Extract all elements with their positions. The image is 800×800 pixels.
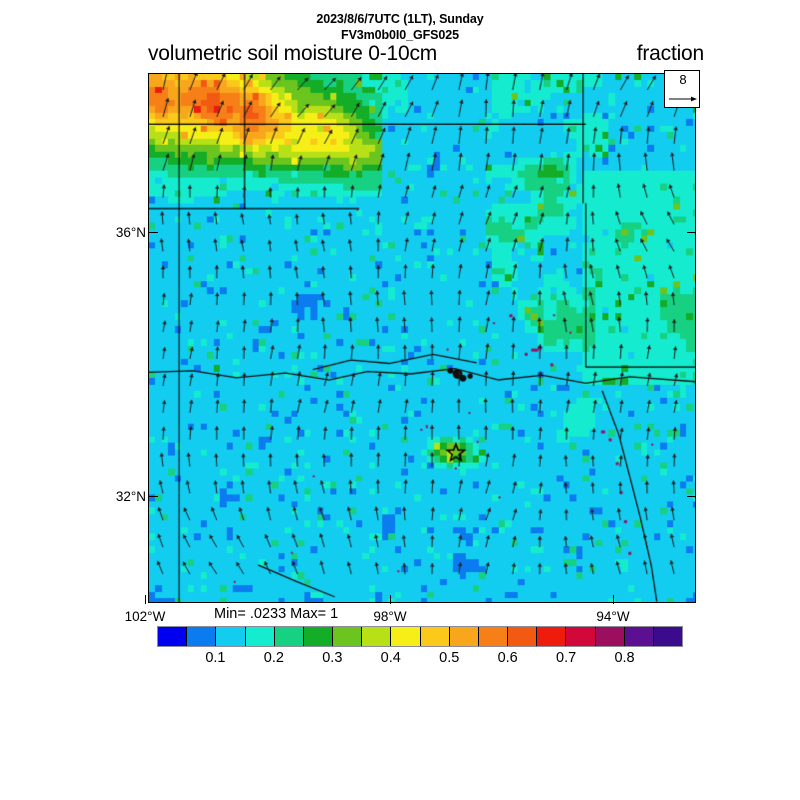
colorbar-tick-label-0.3: 0.3 — [322, 650, 343, 666]
colorbar-segment-9 — [420, 627, 450, 646]
colorbar-tick-label-0.7: 0.7 — [556, 650, 577, 666]
lon-tick-mark-98w — [390, 595, 391, 604]
lat-tick-mark-36n — [149, 232, 158, 233]
colorbar-segment-3 — [245, 627, 275, 646]
colorbar-segment-10 — [449, 627, 479, 646]
colorbar-segment-6 — [333, 627, 363, 646]
lat-tick-mark-36n-right — [687, 232, 696, 233]
lat-tick-label-32n: 32°N — [115, 489, 146, 504]
colorbar-segment-0 — [158, 627, 188, 646]
colorbar[interactable] — [157, 626, 683, 647]
map-plot-area[interactable] — [148, 73, 696, 603]
lon-tick-label-102w: 102°W — [124, 609, 166, 624]
colorbar-segment-12 — [508, 627, 538, 646]
colorbar-tick-label-0.5: 0.5 — [439, 650, 460, 666]
colorbar-segment-1 — [187, 627, 217, 646]
colorbar-tick-label-0.6: 0.6 — [497, 650, 518, 666]
lon-tick-label-98w: 98°W — [373, 609, 407, 624]
colorbar-segment-16 — [624, 627, 654, 646]
wind-vector-legend: 8 — [664, 70, 700, 108]
colorbar-segment-13 — [537, 627, 567, 646]
lat-tick-label-36n: 36°N — [115, 225, 146, 240]
colorbar-segment-14 — [566, 627, 596, 646]
lon-tick-mark-94w — [613, 595, 614, 604]
colorbar-tick-label-0.4: 0.4 — [380, 650, 401, 666]
soil-moisture-heatmap — [149, 74, 695, 602]
model-name-title: FV3m0b0I0_GFS025 — [341, 28, 459, 42]
colorbar-segment-8 — [391, 627, 421, 646]
lat-tick-mark-32n — [149, 496, 158, 497]
colorbar-tick-label-0.1: 0.1 — [205, 650, 226, 666]
colorbar-segment-7 — [362, 627, 392, 646]
units-label: fraction — [636, 42, 704, 65]
colorbar-segment-2 — [216, 627, 246, 646]
page-title: volumetric soil moisture 0-10cm — [148, 42, 438, 65]
valid-time-title: 2023/8/6/7UTC (1LT), Sunday — [316, 12, 484, 26]
colorbar-segment-11 — [478, 627, 509, 646]
lat-tick-mark-32n-right — [687, 496, 696, 497]
min-max-annotation: Min= .0233 Max= 1 — [214, 606, 339, 622]
colorbar-tick-label-0.2: 0.2 — [263, 650, 284, 666]
colorbar-segment-15 — [595, 627, 625, 646]
wind-key-magnitude: 8 — [679, 72, 687, 87]
colorbar-tick-label-0.8: 0.8 — [614, 650, 635, 666]
colorbar-segment-17 — [653, 627, 683, 646]
colorbar-segment-4 — [274, 627, 304, 646]
colorbar-segments — [157, 626, 683, 647]
wind-vector-arrow-icon — [669, 96, 697, 102]
colorbar-segment-5 — [303, 627, 334, 646]
lon-tick-mark-102w — [145, 595, 146, 604]
lon-tick-label-94w: 94°W — [596, 609, 630, 624]
